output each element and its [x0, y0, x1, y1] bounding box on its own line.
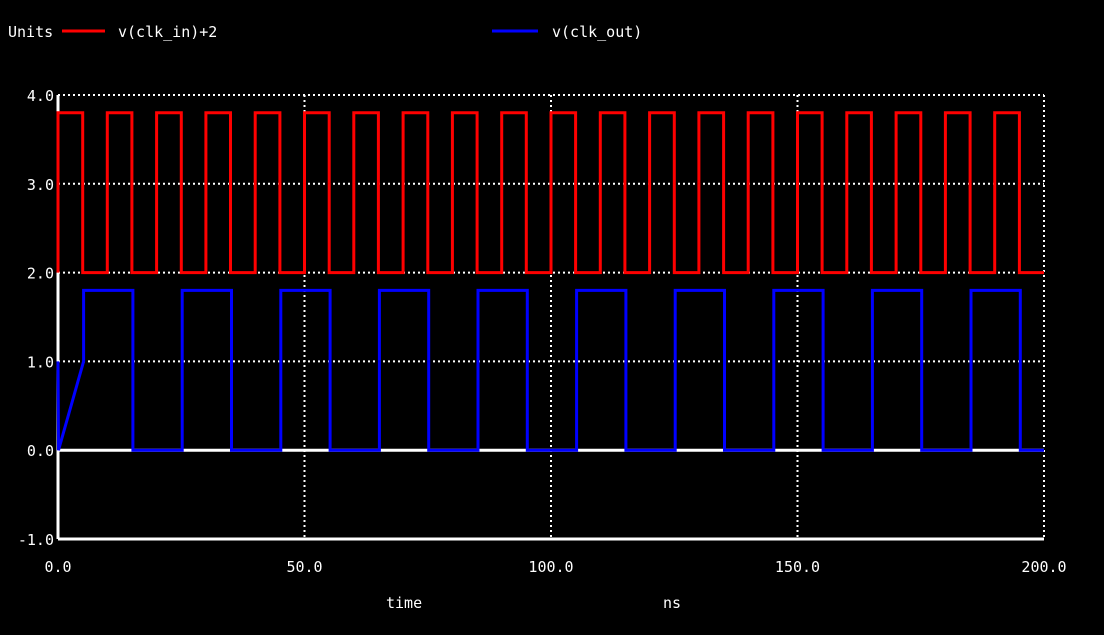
y-tick-label: 4.0 [27, 87, 54, 105]
y-tick-label: 3.0 [27, 176, 54, 194]
x-tick-label: 0.0 [44, 558, 71, 576]
x-axis-unit: ns [663, 594, 681, 612]
y-tick-label: 0.0 [27, 442, 54, 460]
y-tick-label: 1.0 [27, 353, 54, 371]
x-tick-label: 100.0 [528, 558, 573, 576]
x-tick-label: 50.0 [286, 558, 322, 576]
y-tick-label: -1.0 [18, 531, 54, 549]
legend: Units v(clk_in)+2 v(clk_out) [8, 23, 642, 41]
legend-label-clk-in: v(clk_in)+2 [118, 23, 217, 41]
tick-labels: -1.0 0.0 1.0 2.0 3.0 4.0 0.0 50.0 100.0 150.0 200.… [18, 87, 1067, 576]
traces [56, 111, 1044, 452]
y-tick-label: 2.0 [27, 265, 54, 283]
x-tick-label: 150.0 [775, 558, 820, 576]
trace-clk-in [56, 111, 1044, 275]
x-tick-label: 200.0 [1021, 558, 1066, 576]
y-axis-label: Units [8, 23, 53, 41]
x-axis-label: time [386, 594, 422, 612]
trace-clk-out [56, 288, 1044, 452]
legend-label-clk-out: v(clk_out) [552, 23, 642, 41]
